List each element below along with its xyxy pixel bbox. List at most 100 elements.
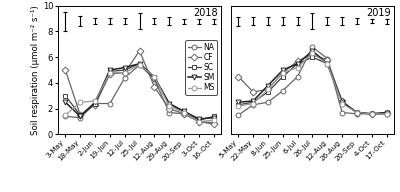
NA bbox=[152, 78, 157, 80]
SC bbox=[167, 102, 172, 105]
NA bbox=[182, 113, 186, 115]
MS bbox=[196, 120, 201, 123]
SC bbox=[108, 70, 112, 73]
SC bbox=[78, 114, 83, 116]
Line: NA: NA bbox=[236, 45, 389, 118]
NA bbox=[63, 115, 68, 118]
SM bbox=[236, 101, 241, 103]
SM bbox=[137, 63, 142, 65]
CF bbox=[196, 120, 201, 123]
NA bbox=[384, 113, 389, 115]
Line: CF: CF bbox=[236, 52, 389, 116]
Line: SC: SC bbox=[63, 61, 216, 123]
NA bbox=[167, 111, 172, 114]
CF bbox=[384, 111, 389, 114]
NA bbox=[93, 102, 98, 105]
NA bbox=[211, 122, 216, 124]
CF bbox=[78, 114, 83, 116]
CF bbox=[295, 60, 300, 62]
SM bbox=[251, 100, 256, 102]
CF bbox=[211, 123, 216, 125]
CF bbox=[354, 111, 359, 114]
CF bbox=[251, 91, 256, 93]
NA bbox=[122, 77, 127, 79]
MS bbox=[369, 113, 374, 115]
SC bbox=[182, 111, 186, 114]
SM bbox=[354, 111, 359, 114]
MS bbox=[167, 105, 172, 107]
CF bbox=[122, 71, 127, 74]
CF bbox=[137, 50, 142, 52]
CF bbox=[93, 104, 98, 106]
SC bbox=[354, 111, 359, 114]
NA bbox=[340, 111, 344, 114]
CF bbox=[108, 73, 112, 75]
Line: NA: NA bbox=[63, 63, 216, 125]
SC bbox=[93, 102, 98, 105]
Line: SM: SM bbox=[63, 61, 216, 121]
CF bbox=[310, 54, 315, 56]
Line: MS: MS bbox=[236, 51, 389, 116]
NA bbox=[280, 89, 285, 92]
SM bbox=[280, 69, 285, 71]
SC bbox=[137, 63, 142, 65]
SM bbox=[310, 50, 315, 52]
SC bbox=[295, 63, 300, 65]
Text: 2019: 2019 bbox=[366, 8, 391, 18]
SC bbox=[340, 101, 344, 103]
SC bbox=[152, 75, 157, 78]
SC bbox=[196, 119, 201, 121]
CF bbox=[182, 113, 186, 115]
MS bbox=[78, 101, 83, 103]
NA bbox=[78, 117, 83, 119]
MS bbox=[63, 114, 68, 116]
MS bbox=[211, 119, 216, 121]
NA bbox=[137, 64, 142, 66]
MS bbox=[108, 71, 112, 74]
MS bbox=[251, 102, 256, 105]
MS bbox=[93, 100, 98, 102]
SC bbox=[325, 63, 330, 65]
MS bbox=[280, 71, 285, 74]
Y-axis label: Soil respiration (μmol m⁻² s⁻¹): Soil respiration (μmol m⁻² s⁻¹) bbox=[31, 5, 40, 135]
CF bbox=[167, 108, 172, 110]
MS bbox=[325, 63, 330, 65]
NA bbox=[369, 113, 374, 115]
SM bbox=[340, 101, 344, 103]
NA bbox=[251, 104, 256, 106]
SC bbox=[122, 69, 127, 71]
SM bbox=[182, 110, 186, 112]
SM bbox=[196, 118, 201, 120]
SM bbox=[325, 63, 330, 65]
MS bbox=[137, 64, 142, 66]
MS bbox=[340, 102, 344, 105]
SC bbox=[251, 101, 256, 103]
SM bbox=[384, 111, 389, 114]
Text: 2018: 2018 bbox=[193, 8, 218, 18]
NA bbox=[354, 113, 359, 115]
Legend: NA, CF, SC, SM, MS: NA, CF, SC, SM, MS bbox=[185, 41, 217, 95]
SC bbox=[63, 95, 68, 97]
SM bbox=[108, 69, 112, 71]
Line: SM: SM bbox=[236, 48, 389, 116]
Line: CF: CF bbox=[63, 48, 216, 127]
SC bbox=[310, 56, 315, 58]
CF bbox=[340, 100, 344, 102]
SC bbox=[211, 115, 216, 118]
NA bbox=[325, 57, 330, 60]
CF bbox=[236, 75, 241, 78]
MS bbox=[354, 111, 359, 114]
SM bbox=[63, 101, 68, 103]
NA bbox=[266, 101, 270, 103]
SC bbox=[384, 113, 389, 115]
SM bbox=[152, 77, 157, 79]
SC bbox=[280, 75, 285, 78]
SC bbox=[369, 113, 374, 115]
SM bbox=[295, 63, 300, 65]
NA bbox=[236, 114, 241, 116]
Line: SC: SC bbox=[236, 55, 389, 116]
CF bbox=[325, 59, 330, 61]
NA bbox=[196, 120, 201, 123]
SC bbox=[266, 91, 270, 93]
MS bbox=[295, 66, 300, 69]
